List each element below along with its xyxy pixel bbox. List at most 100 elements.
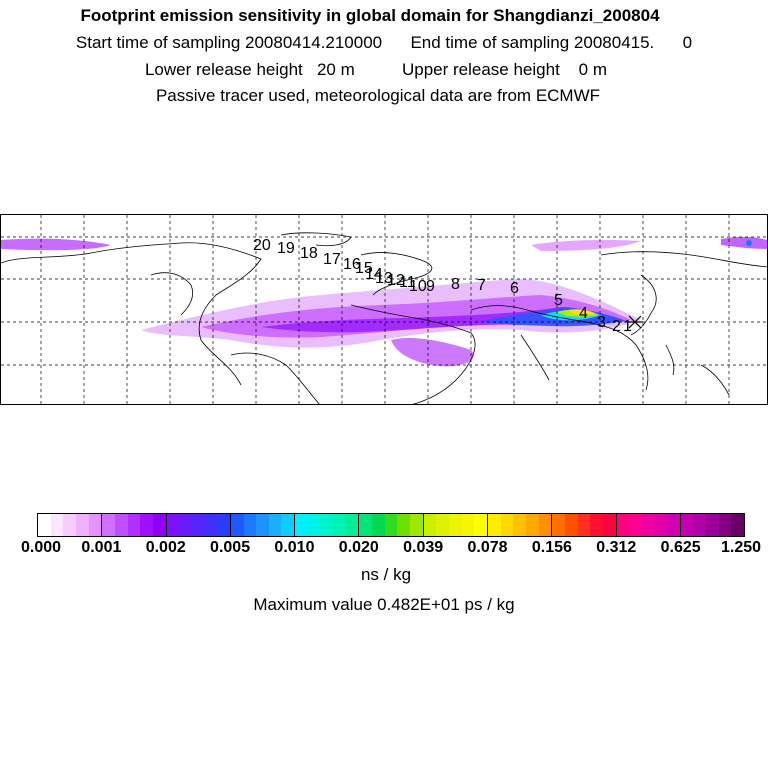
trajectory-label: 17 [323, 251, 341, 268]
trajectory-label: 18 [300, 245, 318, 262]
color-scale-segment [127, 514, 141, 536]
color-scale-segment [165, 514, 180, 536]
color-scale-segment [693, 514, 707, 536]
color-scale-tick-label: 0.625 [660, 539, 701, 556]
color-scale-segment [564, 514, 578, 536]
color-scale-segment [345, 514, 359, 536]
color-scale-segment [422, 514, 437, 536]
color-scale-segment [577, 514, 591, 536]
color-scale-segment [152, 514, 166, 536]
trajectory-label: 13 [375, 270, 393, 287]
trajectory-label: 12 [387, 272, 405, 289]
trajectory-label: 6 [510, 280, 519, 297]
color-scale-segment [101, 514, 115, 536]
trajectory-label: 3 [597, 314, 606, 331]
color-scale-segment [38, 514, 51, 536]
color-scale-segment [551, 514, 565, 536]
footprint-map: 1 2 3 4 5 6 7 8 9 10 11 12 13 14 15 16 1… [0, 214, 768, 405]
sampling-time-line: Start time of sampling 20080414.210000 E… [75, 33, 693, 52]
color-scale-segment [602, 514, 616, 536]
trajectory-label: 2 [612, 318, 621, 335]
color-scale-tick-label: 0.001 [81, 539, 122, 556]
trajectory-label: 19 [277, 240, 295, 257]
color-scale-segment [63, 514, 76, 536]
color-scale-segment [333, 514, 346, 536]
trajectory-label: 14 [365, 266, 383, 283]
color-scale-tick-label: 0.020 [338, 539, 379, 556]
color-scale-segment [629, 514, 642, 536]
color-scale-segment [397, 514, 411, 536]
trajectory-label: 4 [579, 305, 588, 322]
color-scale-segment [513, 514, 526, 536]
color-scale-tick-label: 0.312 [596, 539, 637, 556]
trajectory-label: 1 [623, 318, 632, 335]
trajectory-label: 7 [477, 277, 486, 294]
color-scale-segment [358, 514, 373, 536]
color-scale-segment [50, 514, 64, 536]
color-scale-segment [179, 514, 192, 536]
trajectory-label: 10 [409, 278, 427, 295]
trajectory-label: 11 [399, 274, 416, 291]
color-scale-segment [461, 514, 475, 536]
trajectory-label: 5 [554, 292, 563, 309]
color-scale-segment [590, 514, 603, 536]
color-scale-segment [217, 514, 230, 536]
color-scale-segment [654, 514, 668, 536]
color-scale-segment [243, 514, 257, 536]
tracer-info-line: Passive tracer used, meteorological data… [155, 86, 601, 105]
trajectory-label: 20 [253, 237, 271, 254]
color-scale-segment [320, 514, 334, 536]
color-scale-segment [384, 514, 398, 536]
graticule [1, 215, 767, 404]
color-scale-segment [718, 514, 732, 536]
trajectory-label: 16 [343, 256, 361, 273]
receptor-marker-icon [627, 315, 643, 329]
color-scale-segment [307, 514, 321, 536]
plot-title: Footprint emission sensitivity in global… [80, 6, 660, 25]
trajectory-labels: 1 2 3 4 5 6 7 8 9 10 11 12 13 14 15 16 1… [253, 237, 632, 335]
color-scale-segment [204, 514, 218, 536]
color-scale-segment [75, 514, 89, 536]
color-scale-segment [731, 514, 745, 536]
color-scale-bar [37, 513, 745, 537]
color-scale-tick-label: 0.010 [274, 539, 315, 556]
color-scale-segment [486, 514, 501, 536]
trajectory-label: 9 [426, 278, 435, 295]
trajectory-label: 15 [355, 260, 373, 277]
color-scale-segment [294, 514, 308, 536]
color-scale-tick-label: 0.000 [20, 539, 62, 556]
maximum-value-text: Maximum value 0.482E+01 ps / kg [253, 595, 515, 614]
color-scale-segment [474, 514, 487, 536]
color-scale-segment [114, 514, 128, 536]
color-scale-segment [449, 514, 462, 536]
color-scale-unit: ns / kg [360, 565, 412, 584]
color-scale-segment [268, 514, 282, 536]
color-scale-segment [88, 514, 102, 536]
color-scale-segment [410, 514, 423, 536]
color-scale-segment [500, 514, 514, 536]
color-scale-segment [281, 514, 295, 536]
color-scale-segment [436, 514, 449, 536]
color-scale-segment [372, 514, 385, 536]
color-scale-segment [706, 514, 719, 536]
color-scale-segment [140, 514, 153, 536]
color-scale-tick-label: 0.005 [210, 539, 251, 556]
color-scale-segment [679, 514, 694, 536]
color-scale-tick-label: 0.156 [531, 539, 572, 556]
color-scale-segment [641, 514, 655, 536]
trajectory-label: 8 [451, 276, 460, 293]
color-scale-segment [229, 514, 244, 536]
color-scale-tick-label: 1.250 [720, 539, 762, 556]
color-scale-tick-label: 0.039 [403, 539, 444, 556]
coastlines [1, 232, 767, 404]
color-scale-segment [538, 514, 552, 536]
color-scale-segment [525, 514, 539, 536]
release-height-line: Lower release height 20 m Upper release … [144, 60, 608, 79]
color-scale-segment [667, 514, 680, 536]
color-scale-tick-label: 0.078 [467, 539, 508, 556]
color-scale-segment [256, 514, 269, 536]
sensitivity-plume [1, 236, 767, 367]
color-scale-segment [615, 514, 630, 536]
color-scale-tick-label: 0.002 [145, 539, 186, 556]
color-scale-segment [191, 514, 205, 536]
